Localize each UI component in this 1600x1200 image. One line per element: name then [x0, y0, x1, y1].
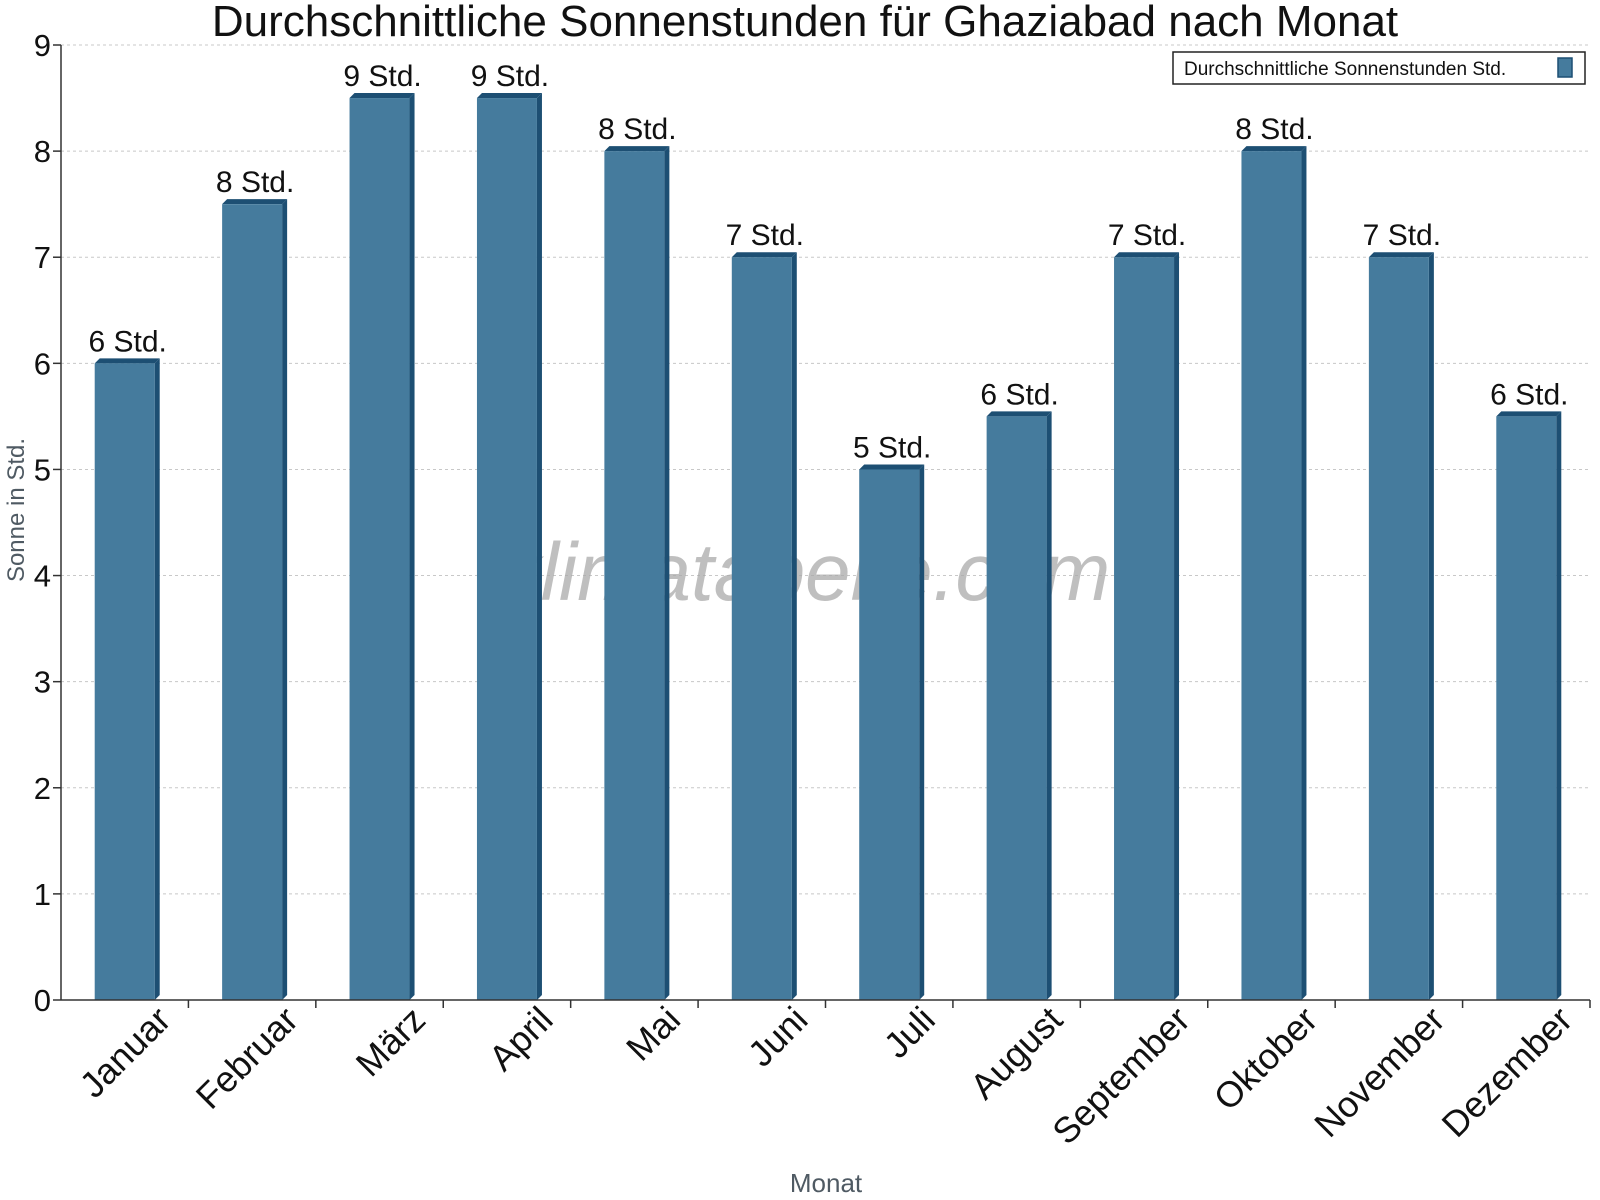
bar-top [1368, 252, 1434, 258]
legend-box [1172, 51, 1586, 85]
bar-value-label: 7 Std. [726, 219, 804, 252]
x-tick-label: Februar [188, 999, 306, 1117]
bar-side [1174, 252, 1180, 1000]
legend-label: Durchschnittliche Sonnenstunden Std. [1184, 59, 1506, 80]
axes [53, 44, 1591, 1008]
bar [1368, 257, 1429, 1000]
bar-side [791, 252, 797, 1000]
bar [1114, 257, 1175, 1000]
legend: Durchschnittliche Sonnenstunden Std. [1172, 51, 1586, 85]
x-tick-label: September [1044, 999, 1198, 1153]
bar-side [536, 93, 542, 1001]
x-tick-label: Dezember [1434, 999, 1580, 1145]
bar-value-label: 8 Std. [1235, 113, 1313, 146]
bar-value-label: 7 Std. [1363, 219, 1441, 252]
bar-side [282, 199, 288, 1000]
y-axis-title: Sonne in Std. [3, 438, 30, 582]
y-tick-label: 5 [34, 452, 51, 487]
bar-value-label: 5 Std. [853, 431, 931, 464]
x-tick-label: August [962, 999, 1070, 1107]
bar [94, 363, 155, 1000]
y-tick-label: 1 [34, 877, 51, 912]
bar [986, 416, 1047, 1000]
bar-side [154, 358, 160, 1000]
bar-value-label: 9 Std. [471, 60, 549, 93]
bars [94, 93, 1562, 1001]
bar-top [731, 252, 797, 258]
bar-value-label: 6 Std. [980, 378, 1058, 411]
bar-side [664, 146, 670, 1001]
bar [349, 98, 410, 1001]
bar-value-label: 6 Std. [89, 325, 167, 358]
bar-top [1241, 146, 1307, 152]
x-tick-label: November [1306, 999, 1452, 1145]
bar-side [1301, 146, 1307, 1001]
bar [1241, 151, 1302, 1001]
bar-top [349, 93, 415, 99]
x-tick-label: März [348, 999, 434, 1085]
x-tick-label: Januar [72, 999, 179, 1106]
bar-side [1428, 252, 1434, 1000]
bar-value-label: 8 Std. [598, 113, 676, 146]
bar [222, 204, 283, 1000]
y-tick-label: 3 [34, 665, 51, 700]
bar-top [859, 464, 925, 470]
y-tick-label: 2 [34, 771, 51, 806]
bar-value-label: 6 Std. [1490, 378, 1568, 411]
x-tick-label: Mai [618, 999, 688, 1069]
bar-top [986, 411, 1052, 417]
bar-side [409, 93, 415, 1001]
chart-title: Durchschnittliche Sonnenstunden für Ghaz… [212, 0, 1398, 46]
y-tick-label: 9 [34, 28, 51, 63]
y-tick-label: 0 [34, 983, 51, 1018]
bar [731, 257, 792, 1000]
bar [476, 98, 537, 1001]
bar-value-label: 9 Std. [343, 60, 421, 93]
bar-top [222, 199, 288, 205]
bar-side [1046, 411, 1052, 1000]
y-tick-label: 6 [34, 346, 51, 381]
bar-top [1496, 411, 1562, 417]
x-axis-title: Monat [790, 1168, 863, 1198]
bar-value-label: 8 Std. [216, 166, 294, 199]
bar [1496, 416, 1557, 1000]
bar [604, 151, 665, 1001]
bar-value-label: 7 Std. [1108, 219, 1186, 252]
y-tick-label: 7 [34, 240, 51, 275]
x-tick-label: Juli [876, 999, 943, 1066]
bar-top [1114, 252, 1180, 258]
bar-top [476, 93, 542, 99]
bar-top [94, 358, 160, 364]
x-tick-label: Oktober [1206, 999, 1326, 1119]
x-tick-label: April [481, 999, 561, 1079]
bar-side [919, 464, 925, 1000]
y-tick-label: 4 [34, 559, 51, 594]
legend-swatch [1557, 57, 1573, 78]
x-tick-label: Juni [740, 999, 816, 1075]
y-tick-label: 8 [34, 134, 51, 169]
bar [859, 469, 920, 1000]
bar-top [604, 146, 670, 152]
gridlines [61, 44, 1590, 895]
bar-side [1556, 411, 1562, 1000]
